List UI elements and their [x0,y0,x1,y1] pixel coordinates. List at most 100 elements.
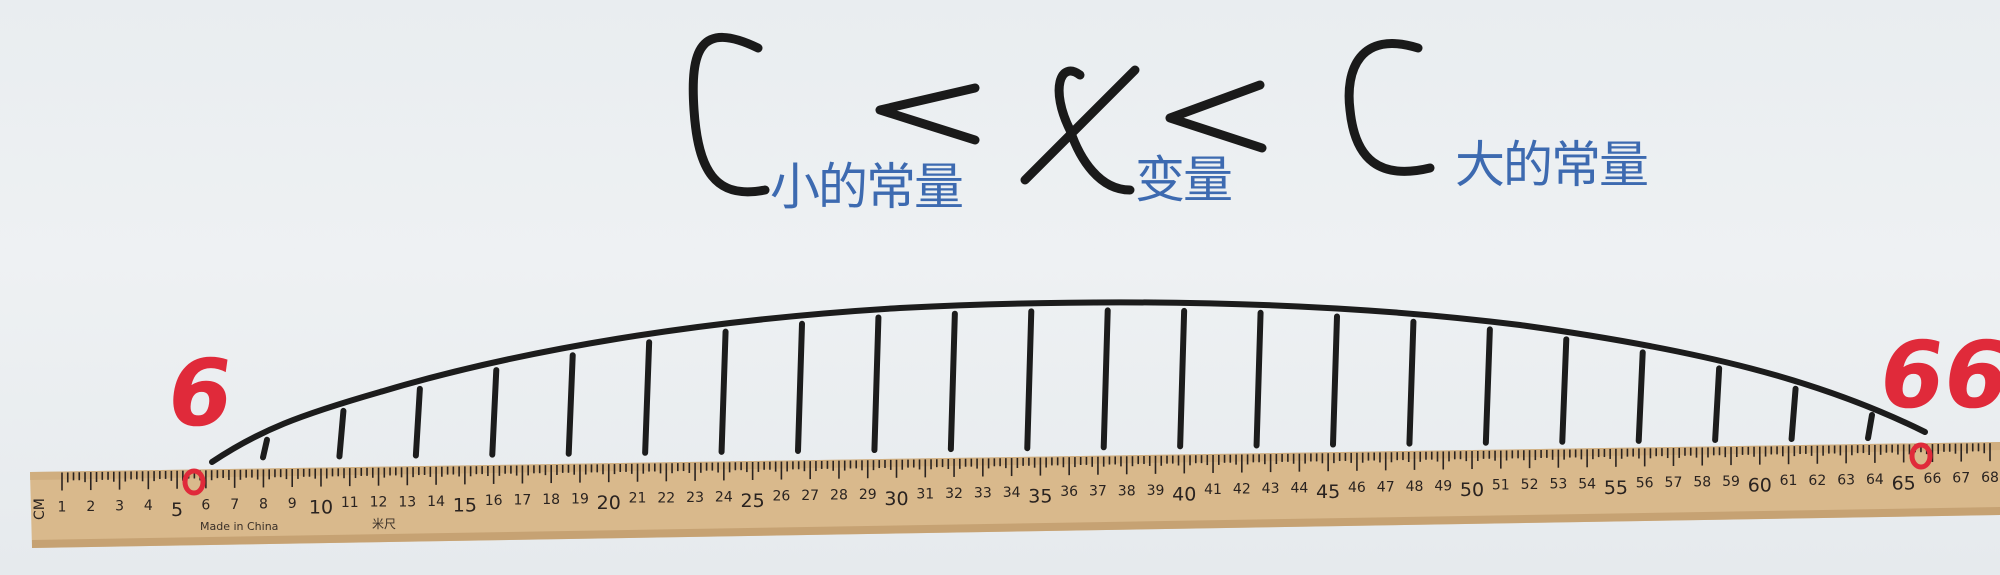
curve-tick [489,367,500,458]
curve-tick [871,314,882,454]
ruler-number: 18 [542,492,560,508]
endpoint-left-label: 6 [160,340,240,447]
curve-tick [1100,307,1111,451]
ruler-number: 60 [1748,475,1772,497]
curve-tick [642,339,653,456]
ruler-number: 68 [1981,470,1999,486]
ruler-number: 16 [485,493,503,509]
ruler-number: 40 [1172,483,1196,505]
curve-tick [718,328,729,455]
curve-tick [1712,365,1723,443]
ruler-number: 41 [1204,482,1222,498]
ruler-number: 39 [1147,483,1165,499]
ruler-number: 62 [1808,473,1826,489]
ruler-numbers: 1 2 3 4 5 6 7 8 9 10 11 12 13 14 15 16 17 18 19 20 21 22 23 24 2… [58,470,1999,521]
ruler-number: 13 [398,494,416,510]
ruler-number: 42 [1233,482,1251,498]
ruler-number: 45 [1316,481,1340,503]
left-subscript: 小的常量 [770,158,964,216]
ruler-number: 54 [1578,476,1596,492]
meter-ruler: 1 2 3 4 5 6 7 8 9 10 11 12 13 14 15 16 17 18 19 20 21 22 23 24 2… [30,442,2000,548]
curve-tick [1177,307,1188,450]
ruler-number: 66 [1924,471,1942,487]
ruler-number: 12 [370,495,388,511]
ruler-number: 5 [171,499,183,521]
curve-tick [565,352,576,457]
ruler-number: 9 [288,496,297,512]
ruler-number: 48 [1406,479,1424,495]
ruler-number: 28 [830,488,848,504]
curve-tick [1482,326,1493,446]
ruler-number: 6 [201,497,210,513]
endpoint-right-label: 66 [1872,322,2000,429]
ruler-number: 61 [1780,473,1798,489]
curve-tick [1788,385,1799,443]
ruler-number: 3 [115,499,124,515]
ruler-number: 63 [1837,472,1855,488]
left-less-than-glyph [875,83,980,145]
ruler-number: 35 [1028,486,1052,508]
variable-x-slash [1020,65,1140,185]
ruler-number: 65 [1892,472,1916,494]
ruler-number: 32 [945,486,963,502]
ruler-number: 36 [1060,484,1078,500]
curve-tick [260,436,270,461]
ruler-number: 51 [1492,478,1510,494]
ruler-number: 47 [1377,479,1395,495]
curve-tick [336,407,347,460]
ruler-number: 57 [1665,475,1683,491]
ruler-number: 24 [715,489,733,505]
curve-tick [412,385,423,459]
ruler-number: 58 [1693,475,1711,491]
curve-tick [1024,308,1035,452]
ruler-number: 4 [144,498,153,514]
ruler-number: 15 [453,494,477,516]
curve-tick [947,310,958,453]
ruler-number: 27 [801,488,819,504]
ruler-number: 23 [686,490,704,506]
right-constant-glyph [1344,39,1435,176]
right-less-than-glyph [1165,80,1267,153]
ruler-type-text: 米尺 [372,517,396,531]
curve-ticks [260,307,1875,461]
curve-tick [1865,411,1875,442]
ruler-number: 38 [1118,483,1136,499]
ruler-number: 67 [1952,471,1970,487]
ruler-number: 49 [1434,478,1452,494]
curve-tick [795,320,805,454]
ruler-number: 56 [1636,475,1654,491]
ruler-number: 44 [1290,481,1308,497]
ruler-number: 14 [427,494,445,510]
ruler-number: 46 [1348,480,1366,496]
ruler-number: 59 [1722,474,1740,490]
left-constant-glyph [688,33,770,197]
ruler-number: 52 [1521,477,1539,493]
inequality-formula [688,33,1435,197]
ruler-number: 22 [657,490,675,506]
ruler-number: 55 [1604,477,1628,499]
curve-tick [1406,318,1417,447]
ruler-number: 17 [514,493,532,509]
ruler-number: 37 [1089,484,1107,500]
curve-tick [1253,309,1264,449]
endpoint-right-circle [1909,442,1933,470]
ruler-number: 10 [309,497,333,519]
ruler-number: 2 [86,499,95,515]
ruler-number: 33 [974,485,992,501]
endpoint-left-circle [182,468,206,496]
ruler-number: 7 [230,497,239,513]
ruler-number: 53 [1549,477,1567,493]
endpoint-markers [182,442,1933,496]
ruler-number: 50 [1460,479,1484,501]
ruler-number: 1 [58,500,67,516]
curve-tick [1559,336,1570,445]
ruler-number: 34 [1003,485,1021,501]
variable-subscript: 变量 [1135,151,1233,209]
ruler-tick-marks [61,443,1991,491]
ruler-number: 8 [259,496,268,512]
curve-line [209,299,1928,465]
ruler-number: 64 [1866,472,1884,488]
curve-tick [1330,313,1340,448]
curve-tick [1635,349,1646,444]
